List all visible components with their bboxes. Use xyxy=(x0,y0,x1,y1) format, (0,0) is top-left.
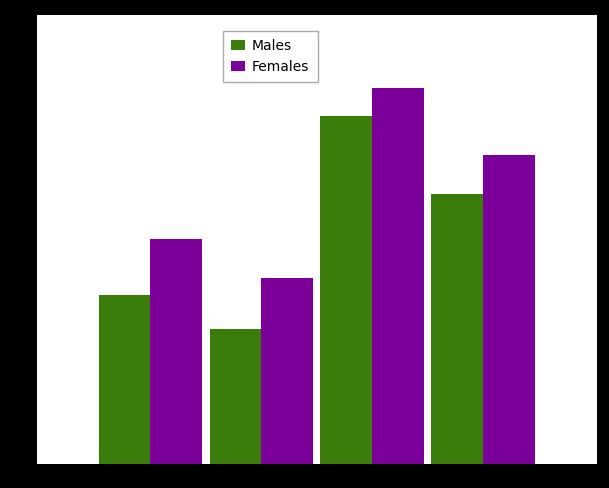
Bar xyxy=(99,295,150,464)
Bar xyxy=(261,278,313,464)
Bar xyxy=(150,239,202,464)
Bar xyxy=(483,155,535,464)
Bar xyxy=(431,194,483,464)
Legend: Males, Females: Males, Females xyxy=(223,31,318,82)
Bar xyxy=(372,87,424,464)
Bar xyxy=(209,329,261,464)
Bar xyxy=(320,116,372,464)
